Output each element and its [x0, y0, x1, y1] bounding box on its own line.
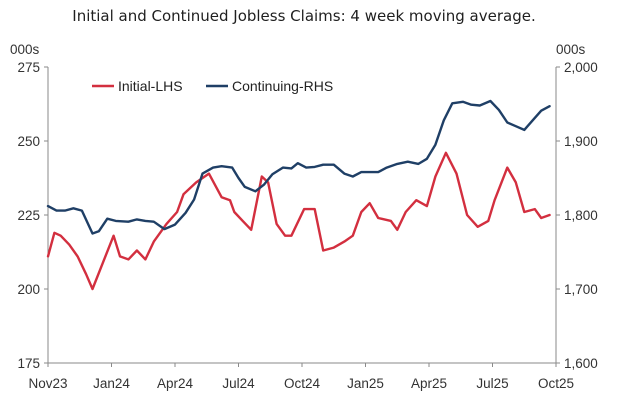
- left-axis-ticks: 175 200 225 250 275: [17, 60, 48, 371]
- right-tick-label: 1,900: [564, 134, 598, 149]
- x-tick-label: Apr25: [411, 376, 447, 391]
- x-tick-label: Jul25: [476, 376, 508, 391]
- left-tick-label: 225: [17, 208, 40, 223]
- left-axis-unit: 000s: [10, 42, 40, 57]
- left-tick-label: 275: [17, 60, 40, 75]
- x-tick-label: Oct24: [284, 376, 321, 391]
- x-tick-label: Jan25: [347, 376, 384, 391]
- legend: Initial-LHS Continuing-RHS: [92, 78, 333, 94]
- left-tick-label: 200: [17, 282, 40, 297]
- right-tick-label: 2,000: [564, 60, 598, 75]
- series-line-continuing-rhs: [46, 99, 551, 235]
- x-tick-label: Apr24: [157, 376, 194, 391]
- legend-label: Initial-LHS: [118, 78, 183, 94]
- right-axis-ticks: 1,600 1,700 1,800 1,900 2,000: [556, 60, 598, 371]
- series-line-initial-lhs: [46, 151, 551, 291]
- x-tick-label: Jan24: [93, 376, 130, 391]
- x-tick-label: Oct25: [538, 376, 574, 391]
- right-tick-label: 1,700: [564, 282, 598, 297]
- x-axis-ticks: Nov23 Jan24 Apr24 Jul24 Oct24 Jan25 Apr25 Jul25…: [28, 363, 574, 391]
- x-tick-label: Jul24: [222, 376, 255, 391]
- left-tick-label: 175: [17, 356, 40, 371]
- series-lines: [46, 99, 551, 291]
- right-tick-label: 1,600: [564, 356, 598, 371]
- right-tick-label: 1,800: [564, 208, 598, 223]
- chart-title: Initial and Continued Jobless Claims: 4 …: [72, 7, 535, 25]
- right-axis-unit: 000s: [556, 42, 586, 57]
- left-tick-label: 250: [17, 134, 40, 149]
- legend-label: Continuing-RHS: [232, 78, 333, 94]
- x-tick-label: Nov23: [28, 376, 67, 391]
